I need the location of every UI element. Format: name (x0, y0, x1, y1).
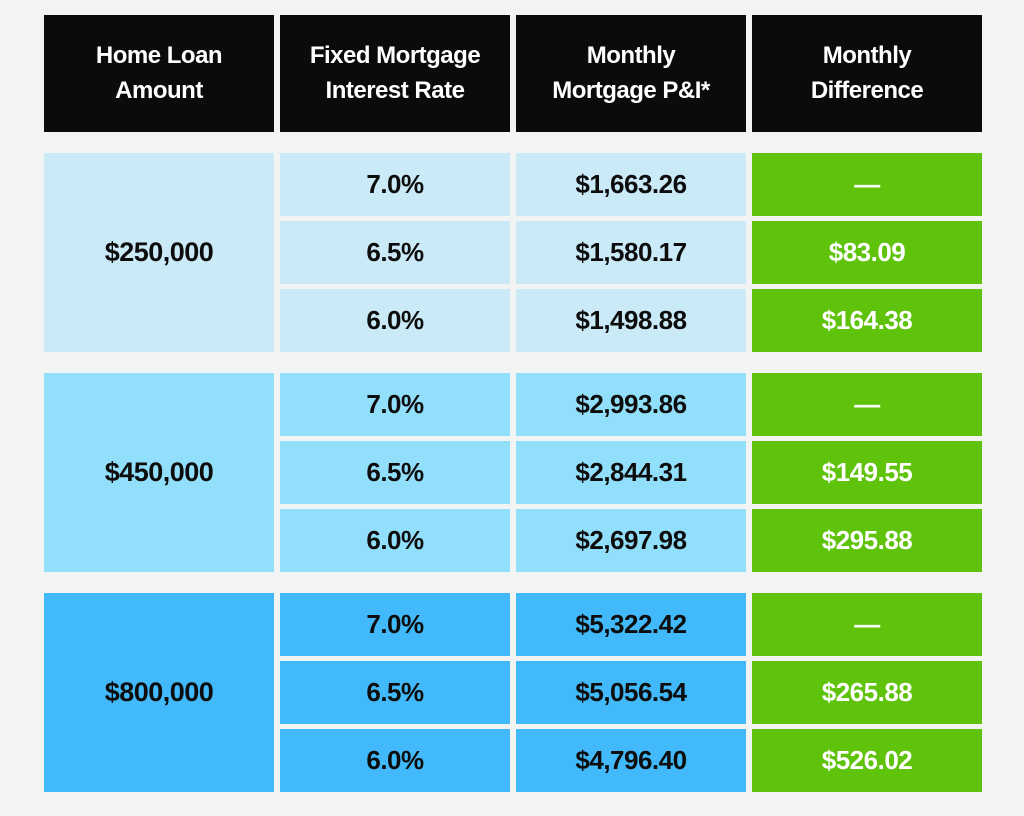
payment-cell: $1,498.88 (516, 289, 746, 352)
rate-cell: 6.5% (280, 441, 510, 504)
difference-cell: $526.02 (752, 729, 982, 792)
difference-cell: $265.88 (752, 661, 982, 724)
payment-cell: $2,697.98 (516, 509, 746, 572)
payment-cell: $5,322.42 (516, 593, 746, 656)
rate-cell: 7.0% (280, 593, 510, 656)
mortgage-comparison-table: Home Loan Amount Fixed Mortgage Interest… (44, 15, 982, 792)
payment-cell: $2,993.86 (516, 373, 746, 436)
header-fixed-mortgage-interest-rate: Fixed Mortgage Interest Rate (280, 15, 510, 132)
payment-cell: $5,056.54 (516, 661, 746, 724)
difference-cell: — (752, 153, 982, 216)
payment-cell: $4,796.40 (516, 729, 746, 792)
rate-cell: 6.0% (280, 729, 510, 792)
header-monthly-difference: Monthly Difference (752, 15, 982, 132)
payment-cell: $2,844.31 (516, 441, 746, 504)
payment-cell: $1,663.26 (516, 153, 746, 216)
rate-cell: 6.5% (280, 661, 510, 724)
table-header-row: Home Loan Amount Fixed Mortgage Interest… (44, 15, 982, 132)
rate-cell: 6.5% (280, 221, 510, 284)
payment-cell: $1,580.17 (516, 221, 746, 284)
difference-cell: $164.38 (752, 289, 982, 352)
loan-amount-cell: $250,000 (44, 153, 274, 352)
loan-group-250000: $250,000 7.0% $1,663.26 — 6.5% $1,580.17… (44, 153, 982, 352)
header-monthly-mortgage-pi: Monthly Mortgage P&I* (516, 15, 746, 132)
rate-cell: 6.0% (280, 509, 510, 572)
difference-cell: $83.09 (752, 221, 982, 284)
loan-amount-cell: $800,000 (44, 593, 274, 792)
rate-cell: 7.0% (280, 373, 510, 436)
header-home-loan-amount: Home Loan Amount (44, 15, 274, 132)
loan-amount-cell: $450,000 (44, 373, 274, 572)
difference-cell: — (752, 593, 982, 656)
difference-cell: $295.88 (752, 509, 982, 572)
difference-cell: — (752, 373, 982, 436)
rate-cell: 7.0% (280, 153, 510, 216)
rate-cell: 6.0% (280, 289, 510, 352)
difference-cell: $149.55 (752, 441, 982, 504)
loan-group-800000: $800,000 7.0% $5,322.42 — 6.5% $5,056.54… (44, 593, 982, 792)
loan-group-450000: $450,000 7.0% $2,993.86 — 6.5% $2,844.31… (44, 373, 982, 572)
